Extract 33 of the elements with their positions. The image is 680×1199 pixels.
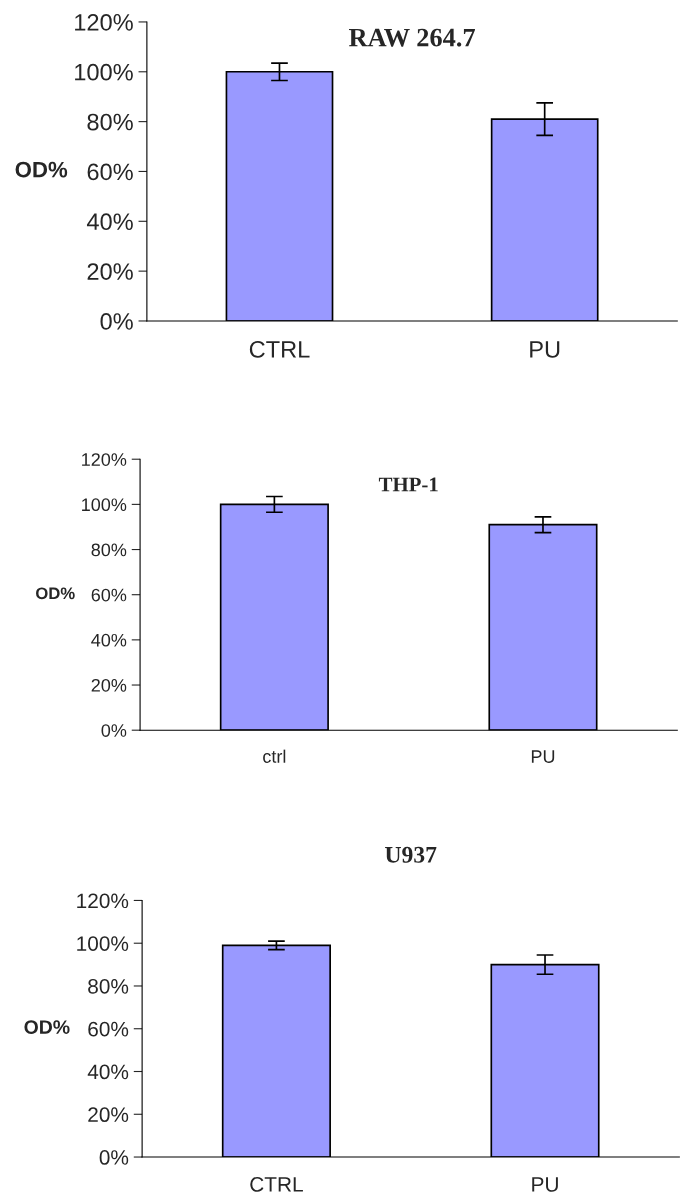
y-tick-label: 80% <box>91 543 127 557</box>
y-axis-title: OD% <box>36 587 75 600</box>
text: THP-1 <box>378 477 438 492</box>
chart-title: RAW 264.7 <box>348 28 475 47</box>
y-tick-label: 0% <box>99 1150 129 1165</box>
y-tick-label: 40% <box>91 633 127 647</box>
y-tick-label: 100% <box>77 936 129 951</box>
x-tick-label: ctrl <box>263 749 286 763</box>
y-tick-label: 100% <box>82 498 127 512</box>
y-tick-label: 40% <box>87 1064 129 1080</box>
x-tick-label: PU <box>531 750 555 763</box>
y-tick-label: 60% <box>91 588 127 602</box>
y-tick-label: 0% <box>100 313 133 330</box>
y-tick-label: 0% <box>101 724 127 737</box>
y-tick-label: 20% <box>91 678 127 692</box>
y-tick-label: 60% <box>87 163 133 181</box>
y-tick-label: 80% <box>88 978 129 994</box>
x-tick-label: CTRL <box>250 1177 303 1192</box>
y-tick-label: 40% <box>86 213 133 231</box>
y-tick-label: 60% <box>88 1021 129 1037</box>
y-tick-label: 120% <box>82 453 127 466</box>
y-tick-label: 20% <box>88 1107 129 1123</box>
y-axis-title: OD% <box>24 1020 70 1034</box>
y-tick-label: 100% <box>75 63 133 81</box>
y-tick-label: 20% <box>87 263 133 280</box>
y-axis-title: OD% <box>15 161 68 178</box>
x-tick-label: PU <box>532 1177 558 1192</box>
x-tick-label: PU <box>530 341 560 358</box>
y-tick-label: 120% <box>77 893 129 909</box>
chart-title: U937 <box>385 846 437 863</box>
y-tick-label: 120% <box>75 14 133 31</box>
x-tick-label: CTRL <box>249 341 310 358</box>
y-tick-label: 80% <box>87 113 133 131</box>
